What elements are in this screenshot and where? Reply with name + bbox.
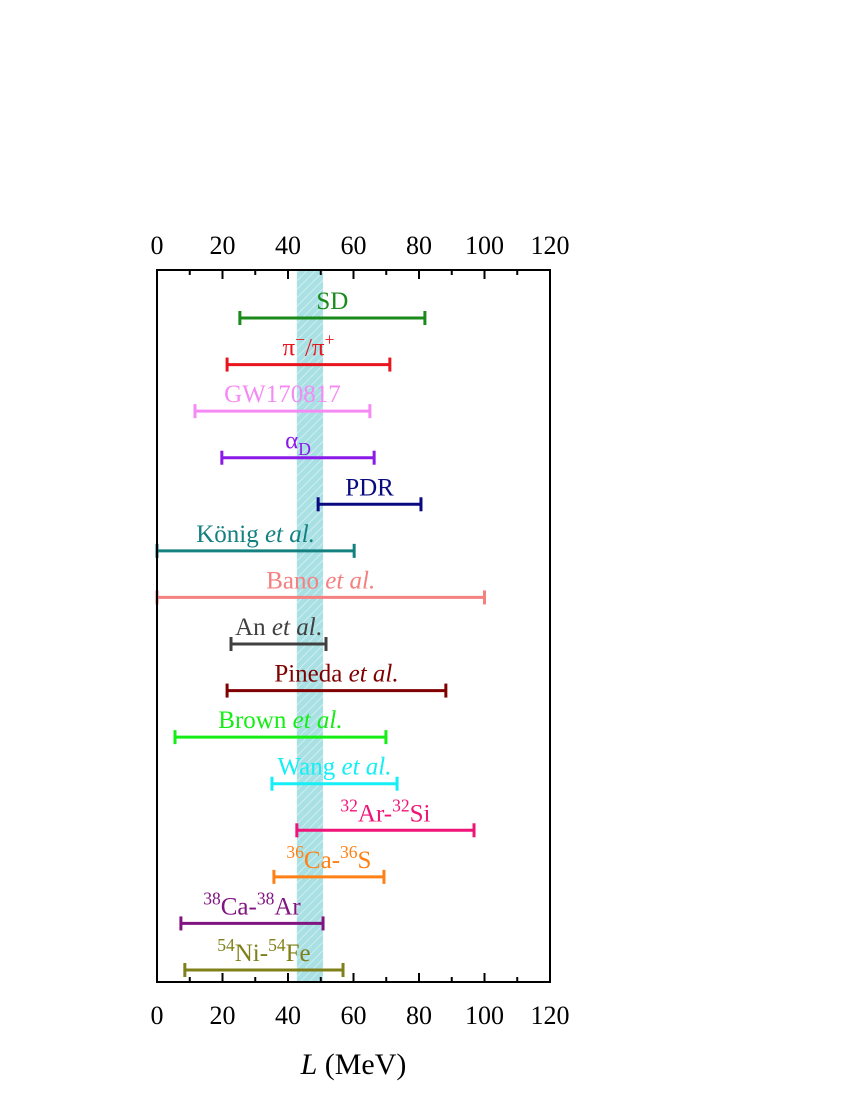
x-tick-label: 80 xyxy=(406,1001,432,1030)
range-label: Wang et al. xyxy=(278,754,392,781)
range-label-part: D xyxy=(298,439,311,459)
range-label-part: Pineda xyxy=(274,661,348,688)
x-tick-label: 60 xyxy=(341,1001,367,1030)
x-tick-label-top: 60 xyxy=(341,231,367,260)
range-label: Bano et al. xyxy=(266,567,375,594)
range-label-part: Fe xyxy=(286,940,311,967)
plot-frame xyxy=(156,269,551,983)
range-label-part: Ca- xyxy=(304,847,340,874)
range-label-part: et al. xyxy=(265,521,315,548)
x-axis-label: L (MeV) xyxy=(300,1048,407,1081)
range-label-part: et al. xyxy=(325,567,375,594)
range-label-part: Ar- xyxy=(358,800,392,827)
range-label: Pineda et al. xyxy=(274,661,398,688)
range-label-part: PDR xyxy=(345,474,394,501)
range-label-part: 32 xyxy=(392,795,410,815)
range-label-part: − xyxy=(295,330,305,350)
range-label-part: GW170817 xyxy=(224,381,341,408)
range-bar xyxy=(270,776,399,791)
range-label-part: S xyxy=(358,847,372,874)
range-label-part: α xyxy=(285,428,298,455)
x-tick-label: 120 xyxy=(531,1001,570,1030)
range-bar xyxy=(225,357,392,372)
range-bar xyxy=(193,404,372,419)
range-label-part: Brown xyxy=(218,707,292,734)
range-label-part: et al. xyxy=(293,707,343,734)
x-axis-label-part: (MeV) xyxy=(317,1048,406,1081)
range-bar xyxy=(316,497,423,512)
range-label-part: Ni- xyxy=(235,940,268,967)
range-label-part: Wang xyxy=(278,754,342,781)
x-tick-label-top: 40 xyxy=(275,231,301,260)
range-label-part: π xyxy=(282,335,295,362)
range-label-part: et al xyxy=(272,614,316,641)
range-label: 36Ca-36S xyxy=(286,842,371,874)
range-label-part: 38 xyxy=(203,888,221,908)
range-label: König et al. xyxy=(196,521,315,548)
range-label: π−/π+ xyxy=(282,330,334,362)
x-tick-label: 100 xyxy=(465,1001,504,1030)
range-bar xyxy=(225,683,448,698)
range-label-part: et al. xyxy=(349,661,399,688)
range-bar xyxy=(229,637,328,651)
range-label-part: 32 xyxy=(340,795,358,815)
range-bar xyxy=(272,869,386,884)
range-label: 38Ca-38Ar xyxy=(203,888,301,920)
range-bar xyxy=(238,311,427,325)
x-tick-label: 20 xyxy=(210,1001,236,1030)
range-label-part: Ar xyxy=(274,893,301,920)
range-label-part: Ca- xyxy=(221,893,257,920)
x-axis-label-part: L xyxy=(300,1048,318,1081)
range-bar xyxy=(173,730,388,745)
range-bar xyxy=(183,963,345,977)
range-label: PDR xyxy=(345,474,394,501)
range-label: 54Ni-54Fe xyxy=(217,935,310,967)
range-label-part: et al. xyxy=(341,754,391,781)
range-label: SD xyxy=(316,288,348,315)
range-label: αD xyxy=(285,428,311,459)
x-tick-label-top: 0 xyxy=(151,231,164,260)
range-bar xyxy=(179,916,325,931)
range-label-part: An xyxy=(235,614,272,641)
range-label: 32Ar-32Si xyxy=(340,795,430,827)
range-label-part: /π xyxy=(305,335,325,362)
range-label-part: . xyxy=(316,614,322,641)
range-label-part: Si xyxy=(410,800,431,827)
range-label-part: SD xyxy=(316,288,348,315)
range-label: GW170817 xyxy=(224,381,341,408)
range-label-part: 54 xyxy=(268,935,286,955)
range-label-part: 38 xyxy=(257,888,275,908)
range-label-part: 36 xyxy=(340,842,358,862)
range-label-part: Bano xyxy=(266,567,325,594)
range-label-part: + xyxy=(325,330,335,350)
x-tick-label-top: 80 xyxy=(406,231,432,260)
x-tick-label: 0 xyxy=(151,1001,164,1030)
range-label: An et al. xyxy=(235,614,322,641)
x-tick-label: 40 xyxy=(275,1001,301,1030)
band-hatch xyxy=(296,270,324,982)
range-label-part: 36 xyxy=(286,842,304,862)
x-tick-label-top: 100 xyxy=(465,231,504,260)
range-label-part: König xyxy=(196,521,265,548)
range-label-part: 54 xyxy=(217,935,235,955)
range-label: Brown et al. xyxy=(218,707,342,734)
range-bar xyxy=(295,823,476,838)
x-tick-label-top: 120 xyxy=(531,231,570,260)
x-tick-label-top: 20 xyxy=(210,231,236,260)
range-bar xyxy=(220,450,376,465)
